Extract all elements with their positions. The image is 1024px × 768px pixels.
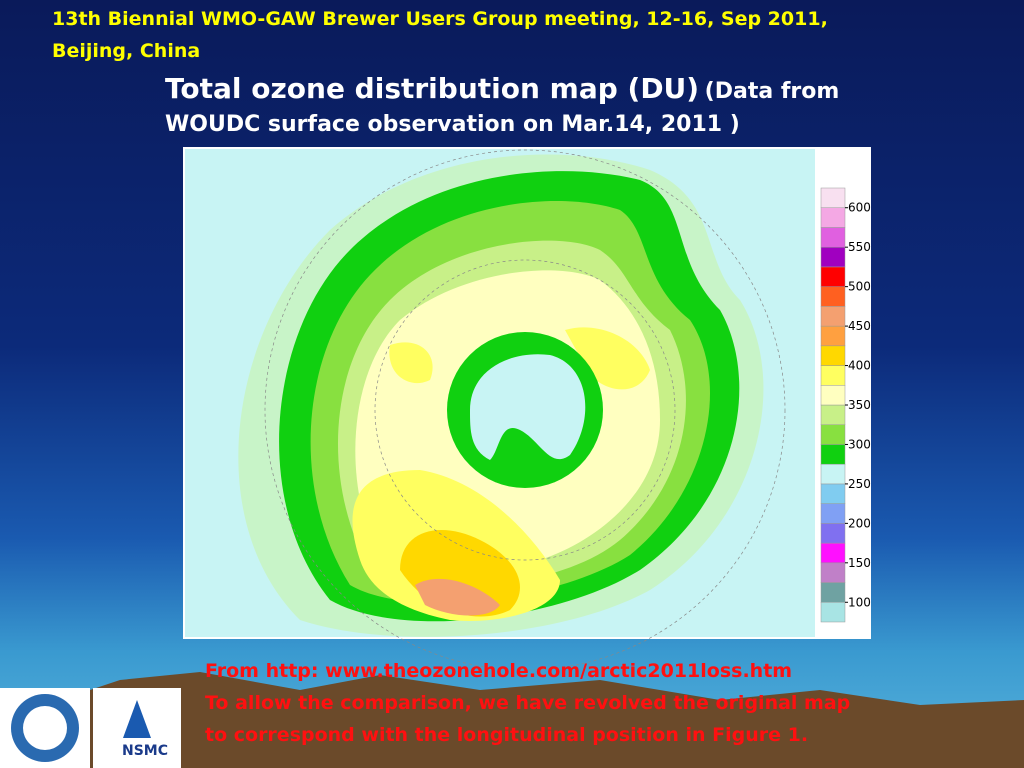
latitude-circle — [374, 259, 676, 561]
colorbar-segment — [820, 187, 846, 208]
colorbar-segment — [820, 227, 846, 248]
latitude-circle — [264, 149, 786, 671]
colorbar-segment — [820, 424, 846, 445]
colorbar-segment — [820, 266, 846, 287]
colorbar-segment — [820, 542, 846, 564]
logo-nsmc — [123, 700, 151, 738]
colorbar-tick-label: 500 — [848, 280, 871, 294]
source-line: To allow the comparison, we have revolve… — [205, 692, 851, 714]
header-line: 13th Biennial WMO-GAW Brewer Users Group… — [52, 8, 828, 30]
colorbar-tick-label: 250 — [848, 477, 871, 491]
colorbar-segment — [820, 286, 846, 307]
colorbar-segment — [820, 404, 846, 425]
colorbar-tick-label: 350 — [848, 398, 871, 412]
map-region — [565, 327, 650, 390]
colorbar-segment — [820, 325, 846, 347]
title-main: Total ozone distribution map (DU) — [165, 72, 700, 105]
colorbar-segment — [820, 345, 846, 366]
colorbar-segment — [820, 306, 846, 327]
colorbar-tick-label: 600 — [848, 201, 871, 215]
colorbar-segment — [820, 503, 846, 524]
colorbar-segment — [820, 246, 846, 268]
polar-region — [470, 354, 586, 460]
logo-cma — [23, 706, 67, 750]
map-region — [389, 342, 433, 384]
colorbar-segment — [820, 365, 846, 386]
colorbar-segment — [820, 582, 846, 603]
colorbar-tick-label: 400 — [848, 359, 871, 373]
colorbar-segment — [820, 444, 846, 465]
colorbar-segment — [820, 385, 846, 406]
colorbar-segment — [820, 207, 846, 228]
header-line: Beijing, China — [52, 40, 201, 62]
colorbar-segment — [820, 483, 846, 504]
colorbar-tick-label: 300 — [848, 437, 871, 451]
source-line: to correspond with the longitudinal posi… — [205, 724, 809, 746]
colorbar-tick-label: 200 — [848, 516, 871, 530]
colorbar-tick-label: 150 — [848, 556, 871, 570]
title: Total ozone distribution map (DU) (Data … — [165, 72, 839, 105]
colorbar-segment — [820, 523, 846, 544]
source-line: From http: www.theozonehole.com/arctic20… — [205, 660, 793, 682]
mountains — [0, 672, 1024, 768]
title-note: (Data from — [704, 79, 840, 104]
colorbar-tick-label: 550 — [848, 240, 871, 254]
colorbar: 100 150 200 250 300 350 400 450 500 550 600 — [820, 187, 871, 623]
colorbar-tick-label: 450 — [848, 319, 871, 333]
colorbar-segment — [820, 562, 846, 583]
title-note: WOUDC surface observation on Mar.14, 201… — [165, 112, 740, 137]
logo-text: NSMC — [122, 743, 168, 759]
colorbar-segment — [820, 602, 846, 623]
map-region — [415, 578, 500, 616]
colorbar-tick-label: 100 — [848, 595, 871, 609]
colorbar-segment — [820, 463, 846, 485]
